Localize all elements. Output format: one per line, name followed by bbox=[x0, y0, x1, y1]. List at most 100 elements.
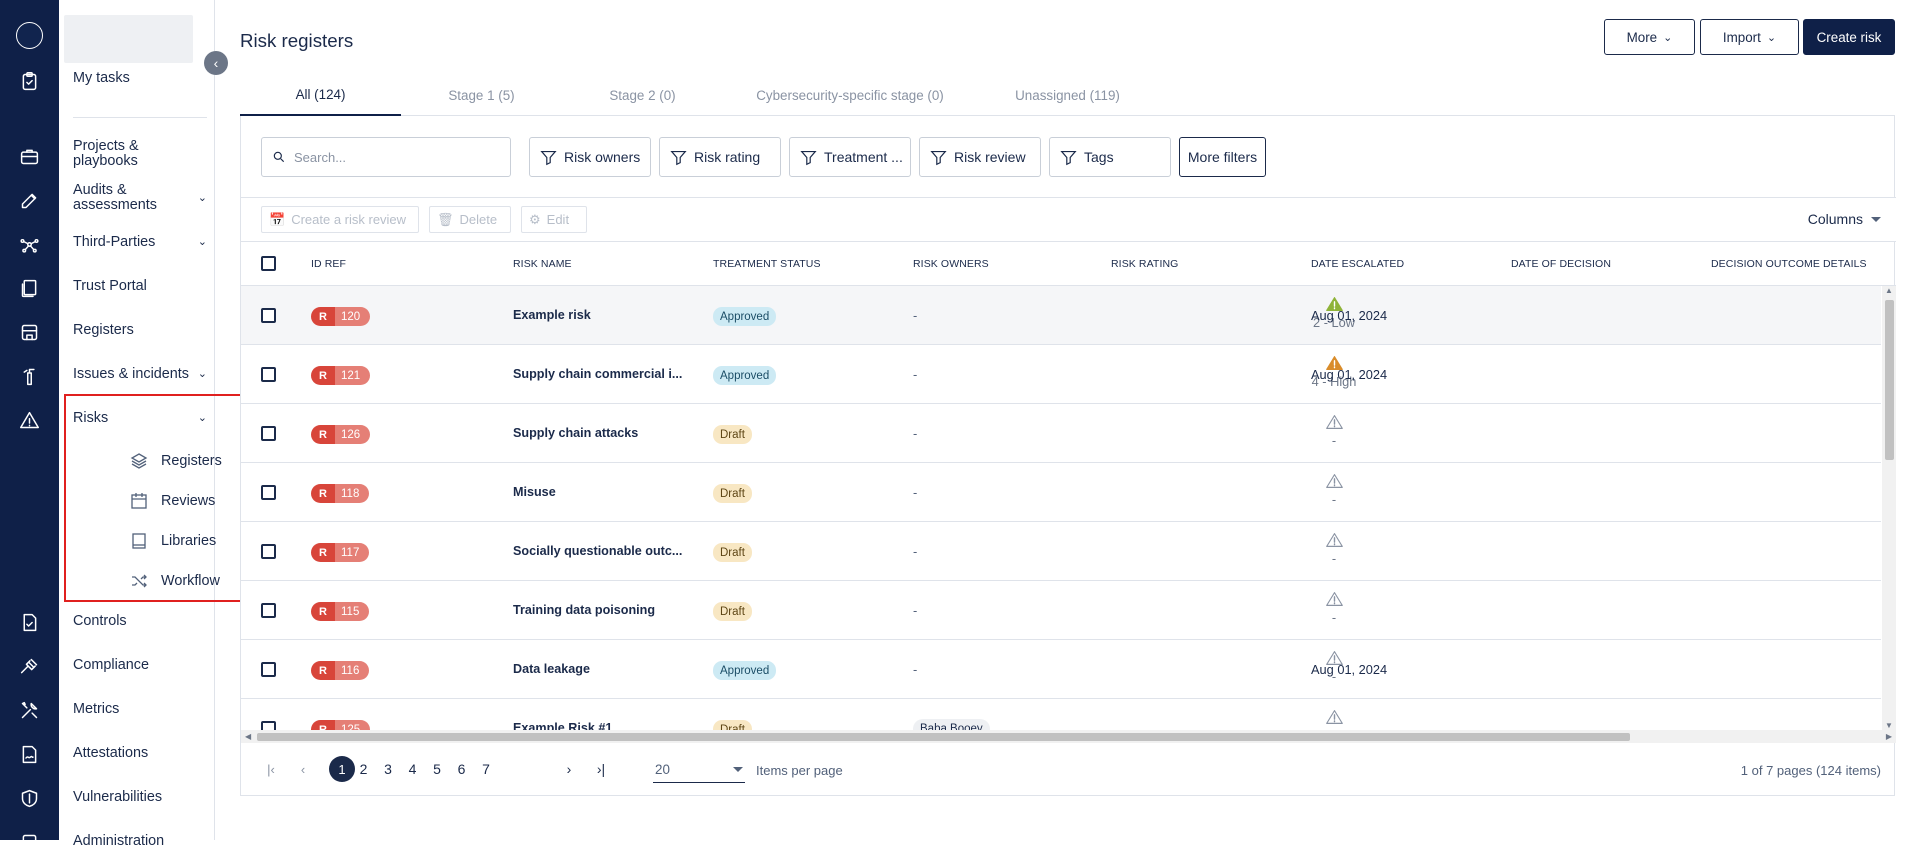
nav-item-audits[interactable]: Audits & assessments ⌄ bbox=[73, 183, 207, 213]
delete-button[interactable]: 🗑 Delete bbox=[429, 206, 511, 233]
nav-item-compliance[interactable]: Compliance bbox=[73, 658, 207, 673]
nav-item-administration[interactable]: Administration bbox=[73, 834, 207, 849]
next-page-button[interactable]: › bbox=[566, 761, 572, 777]
store-icon[interactable] bbox=[15, 318, 43, 346]
risk-owner-chip[interactable]: Baba Booey bbox=[913, 719, 990, 730]
nav-item-trust-portal[interactable]: Trust Portal bbox=[73, 279, 207, 294]
more-button[interactable]: More ⌄ bbox=[1604, 19, 1695, 55]
sub-item-registers[interactable]: Registers bbox=[129, 451, 222, 471]
scroll-right-arrow[interactable]: ▶ bbox=[1885, 732, 1892, 741]
tab-stage-1[interactable]: Stage 1 (5) bbox=[401, 74, 562, 116]
nav-item-third-parties[interactable]: Third-Parties ⌄ bbox=[73, 235, 207, 250]
import-button[interactable]: Import ⌄ bbox=[1700, 19, 1799, 55]
first-page-button[interactable]: |‹ bbox=[267, 761, 275, 777]
col-risk-name[interactable]: RISK NAME bbox=[513, 258, 572, 270]
table-row[interactable]: R 120 Example risk Approved - 2 - Low Aug 01, … bbox=[241, 286, 1881, 345]
table-row[interactable]: R 115 Training data poisoning Draft - - bbox=[241, 581, 1881, 640]
last-page-button[interactable]: ›| bbox=[596, 761, 606, 777]
row-checkbox[interactable] bbox=[261, 721, 276, 730]
nav-item-vulnerabilities[interactable]: Vulnerabilities bbox=[73, 790, 207, 805]
select-all-checkbox[interactable] bbox=[261, 256, 276, 271]
id-ref-badge[interactable]: R 118 bbox=[311, 484, 370, 503]
nav-item-metrics[interactable]: Metrics bbox=[73, 702, 207, 717]
page-1-button[interactable]: 1 bbox=[329, 756, 355, 782]
row-checkbox[interactable] bbox=[261, 485, 276, 500]
row-checkbox[interactable] bbox=[261, 426, 276, 441]
scroll-down-arrow[interactable]: ▼ bbox=[1885, 721, 1893, 730]
col-risk-rating[interactable]: RISK RATING bbox=[1111, 258, 1179, 270]
scroll-left-arrow[interactable]: ◀ bbox=[245, 732, 252, 741]
risk-name[interactable]: Example Risk #1 bbox=[513, 721, 613, 730]
table-row[interactable]: R 126 Supply chain attacks Draft - - bbox=[241, 404, 1881, 463]
tab-cybersecurity[interactable]: Cybersecurity-specific stage (0) bbox=[740, 74, 960, 116]
sub-item-reviews[interactable]: Reviews bbox=[129, 491, 215, 511]
shield-icon[interactable] bbox=[15, 784, 43, 812]
tab-stage-2[interactable]: Stage 2 (0) bbox=[562, 74, 723, 116]
search-input[interactable]: Search... bbox=[261, 137, 511, 177]
nav-item-risks[interactable]: Risks ⌄ bbox=[73, 411, 207, 426]
row-checkbox[interactable] bbox=[261, 603, 276, 618]
clipboard-check-icon[interactable] bbox=[15, 67, 43, 95]
fire-extinguisher-icon[interactable] bbox=[15, 362, 43, 390]
filter-risk-owners[interactable]: Risk owners bbox=[529, 137, 651, 177]
id-ref-badge[interactable]: R 116 bbox=[311, 661, 370, 680]
risk-name[interactable]: Socially questionable outc... bbox=[513, 544, 683, 558]
nav-item-attestations[interactable]: Attestations bbox=[73, 746, 207, 761]
risk-name[interactable]: Example risk bbox=[513, 308, 591, 322]
documents-icon[interactable] bbox=[15, 274, 43, 302]
filter-treatment[interactable]: Treatment ... bbox=[789, 137, 911, 177]
nav-item-issues[interactable]: Issues & incidents ⌄ bbox=[73, 367, 207, 382]
signature-icon[interactable] bbox=[15, 740, 43, 768]
page-6-button[interactable]: 6 bbox=[457, 761, 466, 777]
table-row[interactable]: R 116 Data leakage Approved - - Aug 01, 2024 bbox=[241, 640, 1881, 699]
network-icon[interactable] bbox=[15, 230, 43, 258]
id-ref-badge[interactable]: R 126 bbox=[311, 425, 371, 444]
warning-icon[interactable] bbox=[15, 406, 43, 434]
collapse-sidebar-button[interactable]: ‹ bbox=[204, 51, 228, 75]
table-row[interactable]: R 117 Socially questionable outc... Draft - - bbox=[241, 522, 1881, 581]
risk-name[interactable]: Supply chain commercial i... bbox=[513, 367, 683, 381]
sub-item-workflow[interactable]: Workflow bbox=[129, 571, 220, 591]
prev-page-button[interactable]: ‹ bbox=[300, 761, 306, 777]
items-per-page-select[interactable]: 20 bbox=[653, 757, 745, 783]
create-risk-button[interactable]: Create risk bbox=[1803, 19, 1895, 55]
table-row[interactable]: R 118 Misuse Draft - - bbox=[241, 463, 1881, 522]
filter-tags[interactable]: Tags bbox=[1049, 137, 1171, 177]
col-risk-owners[interactable]: RISK OWNERS bbox=[913, 258, 989, 270]
id-ref-badge[interactable]: R 115 bbox=[311, 602, 370, 621]
scroll-up-arrow[interactable]: ▲ bbox=[1885, 286, 1893, 295]
page-3-button[interactable]: 3 bbox=[384, 761, 392, 777]
page-4-button[interactable]: 4 bbox=[408, 761, 417, 777]
risk-name[interactable]: Training data poisoning bbox=[513, 603, 656, 617]
row-checkbox[interactable] bbox=[261, 308, 276, 323]
scroll-thumb[interactable] bbox=[257, 733, 1630, 741]
briefcase-icon[interactable] bbox=[15, 142, 43, 170]
risk-name[interactable]: Data leakage bbox=[513, 662, 591, 676]
risk-name[interactable]: Supply chain attacks bbox=[513, 426, 639, 440]
nav-item-my-tasks[interactable]: My tasks bbox=[73, 71, 207, 86]
scroll-thumb[interactable] bbox=[1885, 300, 1894, 460]
tools-icon[interactable] bbox=[15, 696, 43, 724]
col-date-escalated[interactable]: DATE ESCALATED bbox=[1311, 258, 1405, 270]
filter-risk-review[interactable]: Risk review bbox=[919, 137, 1041, 177]
row-checkbox[interactable] bbox=[261, 367, 276, 382]
vertical-scrollbar[interactable]: ▲ ▼ bbox=[1882, 286, 1896, 730]
sub-item-libraries[interactable]: Libraries bbox=[129, 531, 216, 551]
horizontal-scrollbar[interactable]: ◀ ▶ bbox=[241, 730, 1896, 743]
page-5-button[interactable]: 5 bbox=[433, 761, 441, 777]
gavel-icon[interactable] bbox=[15, 652, 43, 680]
create-risk-review-button[interactable]: 📅 Create a risk review bbox=[261, 206, 419, 233]
row-checkbox[interactable] bbox=[261, 662, 276, 677]
filter-risk-rating[interactable]: Risk rating bbox=[659, 137, 781, 177]
table-row[interactable]: R 125 Example Risk #1 Draft Baba Booey bbox=[241, 699, 1881, 730]
table-row[interactable]: R 121 Supply chain commercial i... Approved… bbox=[241, 345, 1881, 404]
id-ref-badge[interactable]: R 125 bbox=[311, 720, 371, 730]
edit-button[interactable]: ⚙ Edit bbox=[521, 206, 587, 233]
nav-item-registers[interactable]: Registers bbox=[73, 323, 207, 338]
id-ref-badge[interactable]: R 120 bbox=[311, 307, 371, 326]
col-date-of-decision[interactable]: DATE OF DECISION bbox=[1511, 258, 1611, 270]
risk-name[interactable]: Misuse bbox=[513, 485, 556, 499]
col-treatment-status[interactable]: TREATMENT STATUS bbox=[713, 258, 821, 270]
row-checkbox[interactable] bbox=[261, 544, 276, 559]
settings-icon[interactable] bbox=[15, 828, 43, 856]
